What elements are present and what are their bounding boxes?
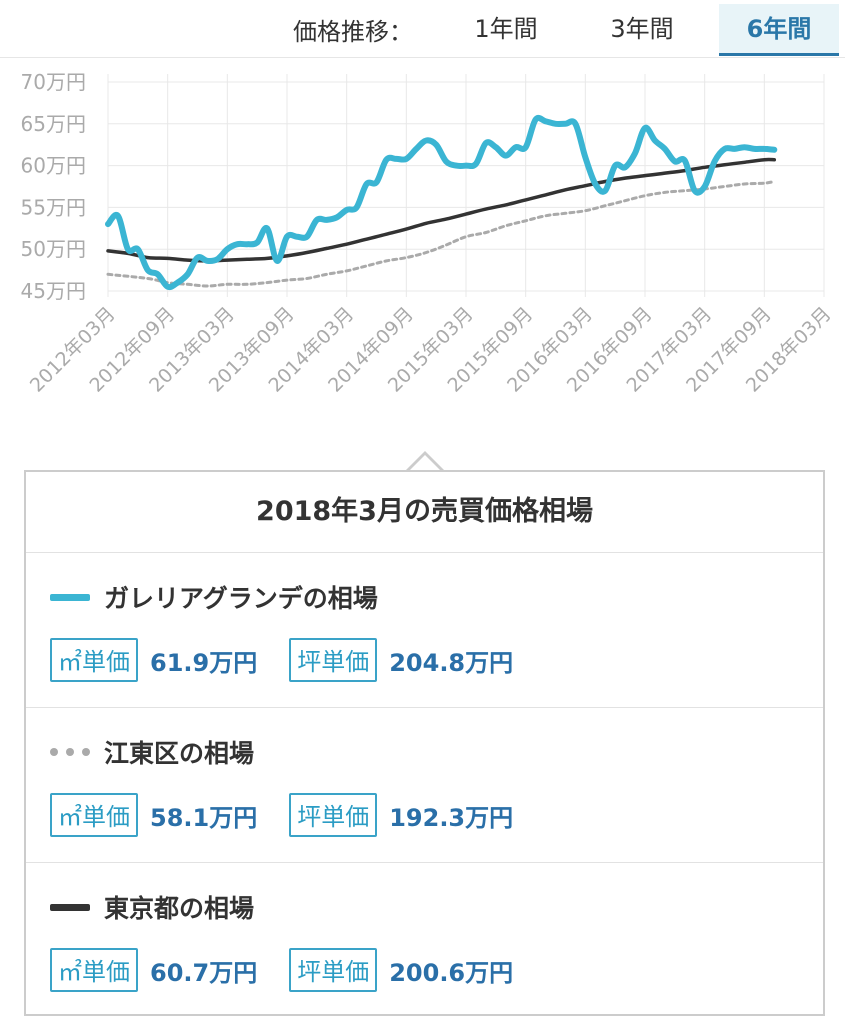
tokyo-m2-label: ㎡単価 — [50, 948, 138, 992]
galleria-tsubo-value: 204.8万円 — [389, 648, 514, 677]
tokyo-name: 東京都の相場 — [104, 894, 255, 923]
galleria-name: ガレリアグランデの相場 — [104, 584, 378, 613]
y-tick-label: 60万円 — [21, 154, 86, 178]
y-tick-label: 55万円 — [21, 195, 86, 219]
galleria-legend-swatch — [50, 593, 90, 601]
tab-3-years[interactable]: 3年間 — [610, 15, 674, 43]
price-summary-panel: 2018年3月の売買価格相場 ガレリアグランデの相場 ㎡単価 61.9万円 坪単… — [24, 470, 825, 1016]
y-tick-label: 65万円 — [21, 112, 86, 136]
tab-6-years[interactable]: 6年間 — [719, 4, 839, 56]
y-tick-label: 70万円 — [21, 70, 86, 94]
panel-title: 2018年3月の売買価格相場 — [26, 472, 823, 553]
koto-name: 江東区の相場 — [104, 739, 255, 768]
koto-line — [106, 180, 776, 288]
galleria-m2-value: 61.9万円 — [150, 648, 258, 677]
koto-tsubo-label: 坪単価 — [289, 793, 378, 837]
tab-1-year[interactable]: 1年間 — [474, 15, 538, 43]
y-tick-label: 50万円 — [21, 237, 86, 261]
koto-m2-value: 58.1万円 — [150, 803, 258, 832]
x-axis: 2012年03月2012年09月2013年03月2013年09月2014年03月… — [26, 303, 836, 397]
tokyo-tsubo-value: 200.6万円 — [389, 958, 514, 987]
galleria-m2-label: ㎡単価 — [50, 638, 138, 682]
galleria-section: ガレリアグランデの相場 ㎡単価 61.9万円 坪単価 204.8万円 — [26, 553, 823, 708]
price-trend-chart: 45万円 50万円 55万円 60万円 65万円 70万円 2012年03月2012年09… — [21, 70, 836, 397]
tokyo-line — [106, 157, 777, 263]
period-label: 価格推移： — [293, 18, 413, 46]
period-tabs: 価格推移： 1年間 3年間 6年間 — [0, 0, 845, 58]
y-axis: 45万円 50万円 55万円 60万円 65万円 70万円 — [21, 70, 86, 303]
chart-grid — [107, 74, 825, 297]
tabs-divider — [0, 57, 845, 58]
tokyo-legend-swatch — [50, 903, 90, 911]
galleria-line — [105, 114, 778, 291]
koto-legend-swatch — [50, 748, 90, 756]
chart-lines — [105, 114, 778, 291]
galleria-tsubo-label: 坪単価 — [289, 638, 378, 682]
koto-tsubo-value: 192.3万円 — [389, 803, 514, 832]
koto-section: 江東区の相場 ㎡単価 58.1万円 坪単価 192.3万円 — [26, 708, 823, 863]
tokyo-tsubo-label: 坪単価 — [289, 948, 378, 992]
tokyo-m2-value: 60.7万円 — [150, 958, 258, 987]
y-tick-label: 45万円 — [21, 279, 86, 303]
koto-m2-label: ㎡単価 — [50, 793, 138, 837]
tokyo-section: 東京都の相場 ㎡単価 60.7万円 坪単価 200.6万円 — [26, 863, 823, 1017]
